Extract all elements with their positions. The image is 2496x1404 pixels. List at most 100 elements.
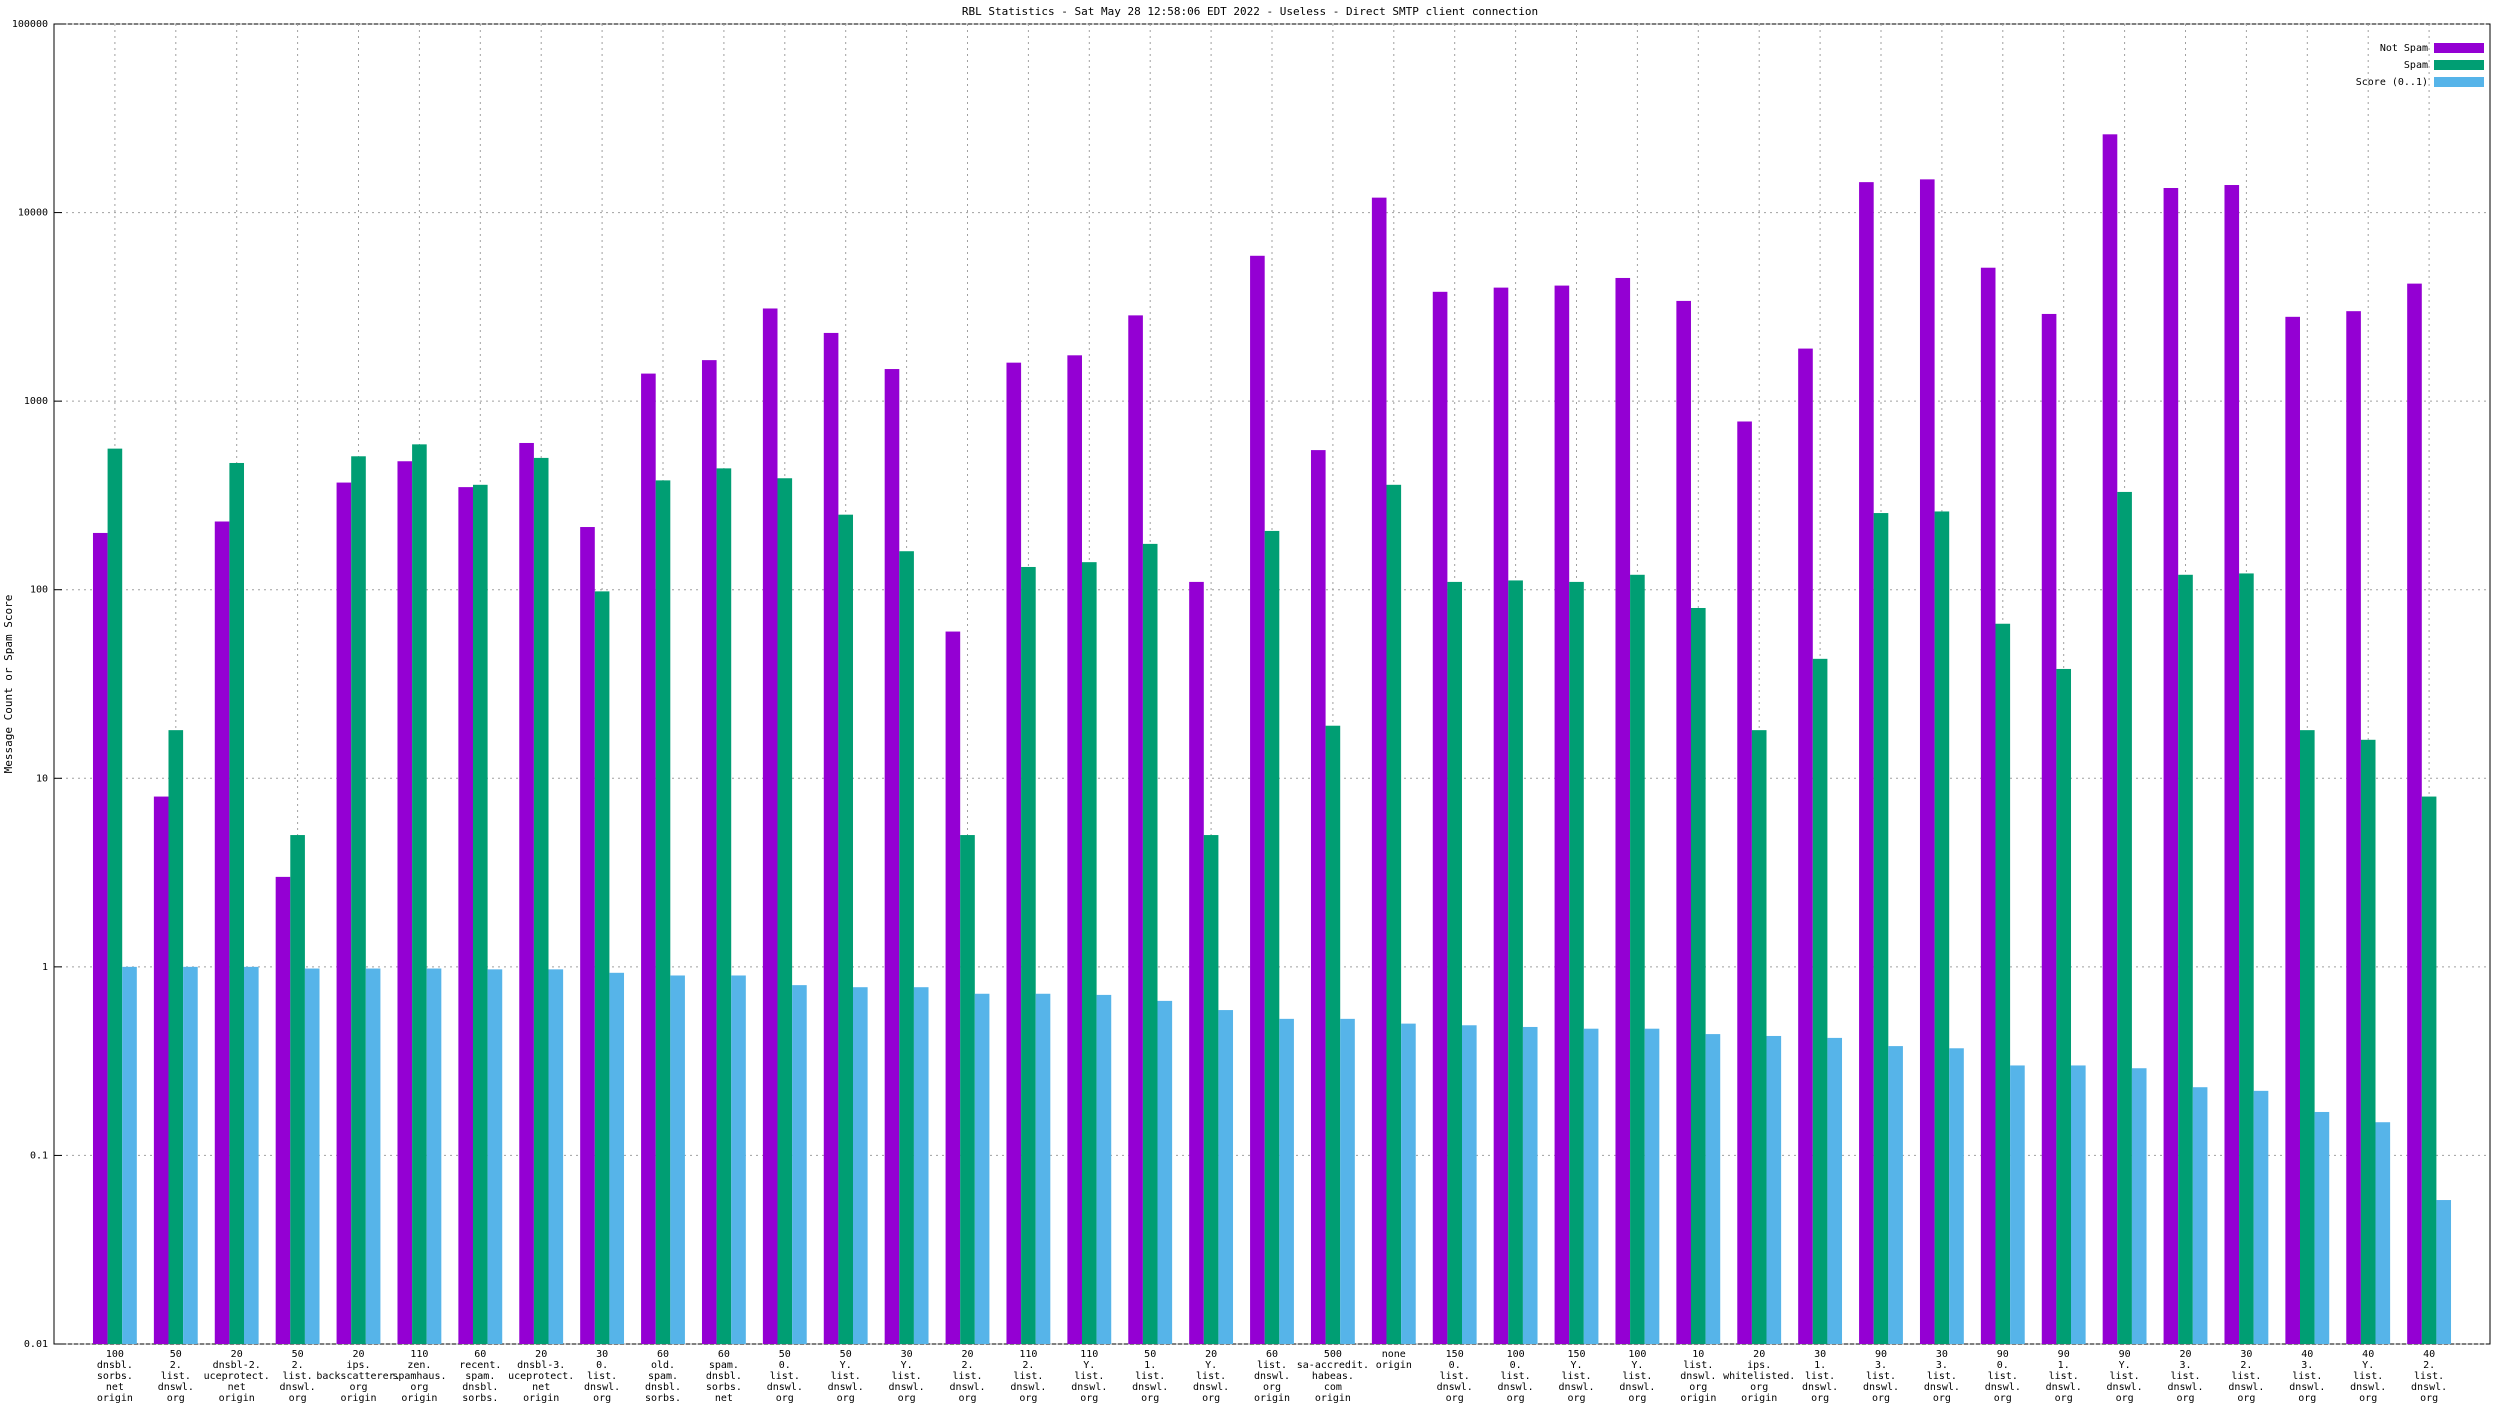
bar <box>458 487 473 1344</box>
bar <box>1508 580 1523 1344</box>
legend-swatch <box>2434 60 2484 70</box>
bar <box>397 461 413 1344</box>
y-tick-label: 1 <box>42 962 48 973</box>
x-tick-label: org <box>837 1393 855 1404</box>
chart-title: RBL Statistics - Sat May 28 12:58:06 EDT… <box>962 5 1538 18</box>
bar <box>899 551 914 1344</box>
x-tick-label: dnswl. <box>2167 1382 2203 1393</box>
x-tick-label: origin <box>401 1393 437 1404</box>
bar <box>838 514 854 1344</box>
y-tick-label: 0.1 <box>30 1150 48 1161</box>
x-tick-label: list. <box>1561 1371 1591 1382</box>
bar <box>1798 348 1813 1344</box>
x-tick-label: list. <box>831 1371 861 1382</box>
bar <box>1493 287 1509 1344</box>
x-tick-label: spam. <box>465 1371 495 1382</box>
x-tick-label: 10 <box>1692 1349 1704 1360</box>
x-tick-label: org <box>1872 1393 1890 1404</box>
bar <box>519 442 534 1345</box>
x-tick-label: 20 <box>1205 1349 1217 1360</box>
bar <box>1096 994 1112 1344</box>
bar <box>1676 300 1691 1344</box>
x-tick-label: 0. <box>596 1360 608 1371</box>
bar <box>777 478 793 1345</box>
bar <box>1157 1000 1173 1344</box>
x-tick-label: 90 <box>2119 1349 2131 1360</box>
bar <box>974 993 990 1344</box>
x-tick-label: 60 <box>474 1349 486 1360</box>
x-tick-label: list. <box>2110 1371 2140 1382</box>
bar <box>168 730 184 1344</box>
x-tick-label: dnswl. <box>1558 1382 1594 1393</box>
x-tick-label: org <box>167 1393 185 1404</box>
bar <box>2407 283 2422 1344</box>
x-tick-label: org <box>1019 1393 1037 1404</box>
bar <box>1522 1026 1538 1344</box>
x-tick-label: 2. <box>292 1360 304 1371</box>
x-tick-label: org <box>1994 1393 2012 1404</box>
legend-label: Spam <box>2404 60 2428 71</box>
x-tick-label: sorbs. <box>645 1393 681 1404</box>
x-tick-label: 60 <box>1266 1349 1278 1360</box>
bar <box>1340 1018 1355 1344</box>
x-tick-label: zen. <box>407 1360 431 1371</box>
bar <box>1447 581 1463 1344</box>
x-tick-label: 1. <box>1144 1360 1156 1371</box>
legend-swatch <box>2434 43 2484 53</box>
x-tick-label: dnswl. <box>2289 1382 2325 1393</box>
x-tick-label: Y. <box>1631 1360 1643 1371</box>
x-tick-label: 1. <box>1814 1360 1826 1371</box>
x-tick-label: origin <box>97 1393 133 1404</box>
x-tick-label: list. <box>1805 1371 1835 1382</box>
bar <box>1949 1048 1964 1344</box>
x-tick-label: list. <box>1257 1360 1287 1371</box>
bar <box>153 796 169 1344</box>
bar <box>92 532 108 1344</box>
x-tick-label: origin <box>1741 1393 1777 1404</box>
bar <box>1705 1034 1721 1344</box>
x-tick-label: 60 <box>657 1349 669 1360</box>
x-tick-label: list. <box>2353 1371 2383 1382</box>
x-tick-label: org <box>1446 1393 1464 1404</box>
x-tick-label: 60 <box>718 1349 730 1360</box>
bar <box>1310 450 1326 1344</box>
x-tick-label: dnswl. <box>158 1382 194 1393</box>
x-tick-label: dnswl. <box>828 1382 864 1393</box>
x-tick-label: sorbs. <box>462 1393 498 1404</box>
x-tick-label: list. <box>1622 1371 1652 1382</box>
bar <box>641 373 656 1344</box>
x-tick-label: list. <box>1683 1360 1713 1371</box>
bar <box>2071 1065 2086 1344</box>
bar <box>1583 1028 1599 1344</box>
x-tick-label: org <box>776 1393 794 1404</box>
x-tick-label: 20 <box>352 1349 364 1360</box>
x-tick-label: 150 <box>1567 1349 1585 1360</box>
x-tick-label: org <box>898 1393 916 1404</box>
bar <box>1934 511 1950 1344</box>
x-tick-label: dnsbl. <box>97 1360 133 1371</box>
x-tick-label: list. <box>2170 1371 2200 1382</box>
bar <box>2117 491 2132 1344</box>
x-tick-label: list. <box>1196 1371 1226 1382</box>
bar <box>2056 668 2072 1344</box>
x-tick-label: net <box>532 1382 550 1393</box>
x-tick-label: org <box>1202 1393 1220 1404</box>
bar <box>1401 1023 1416 1344</box>
x-tick-label: uceprotect. <box>204 1371 270 1382</box>
bar <box>823 332 839 1344</box>
bar <box>183 966 198 1344</box>
bar <box>2163 187 2179 1345</box>
x-tick-label: dnswl. <box>2107 1382 2143 1393</box>
x-tick-label: Y. <box>1205 1360 1217 1371</box>
bar <box>107 448 123 1344</box>
x-tick-label: org <box>2176 1393 2194 1404</box>
bar <box>2299 730 2315 1344</box>
x-tick-label: org <box>1628 1393 1646 1404</box>
x-tick-label: 0. <box>1997 1360 2009 1371</box>
bar <box>2239 573 2254 1344</box>
bar <box>1873 513 1889 1344</box>
x-tick-label: sorbs. <box>706 1382 742 1393</box>
bar <box>2010 1065 2025 1344</box>
x-tick-label: dnswl. <box>1132 1382 1168 1393</box>
